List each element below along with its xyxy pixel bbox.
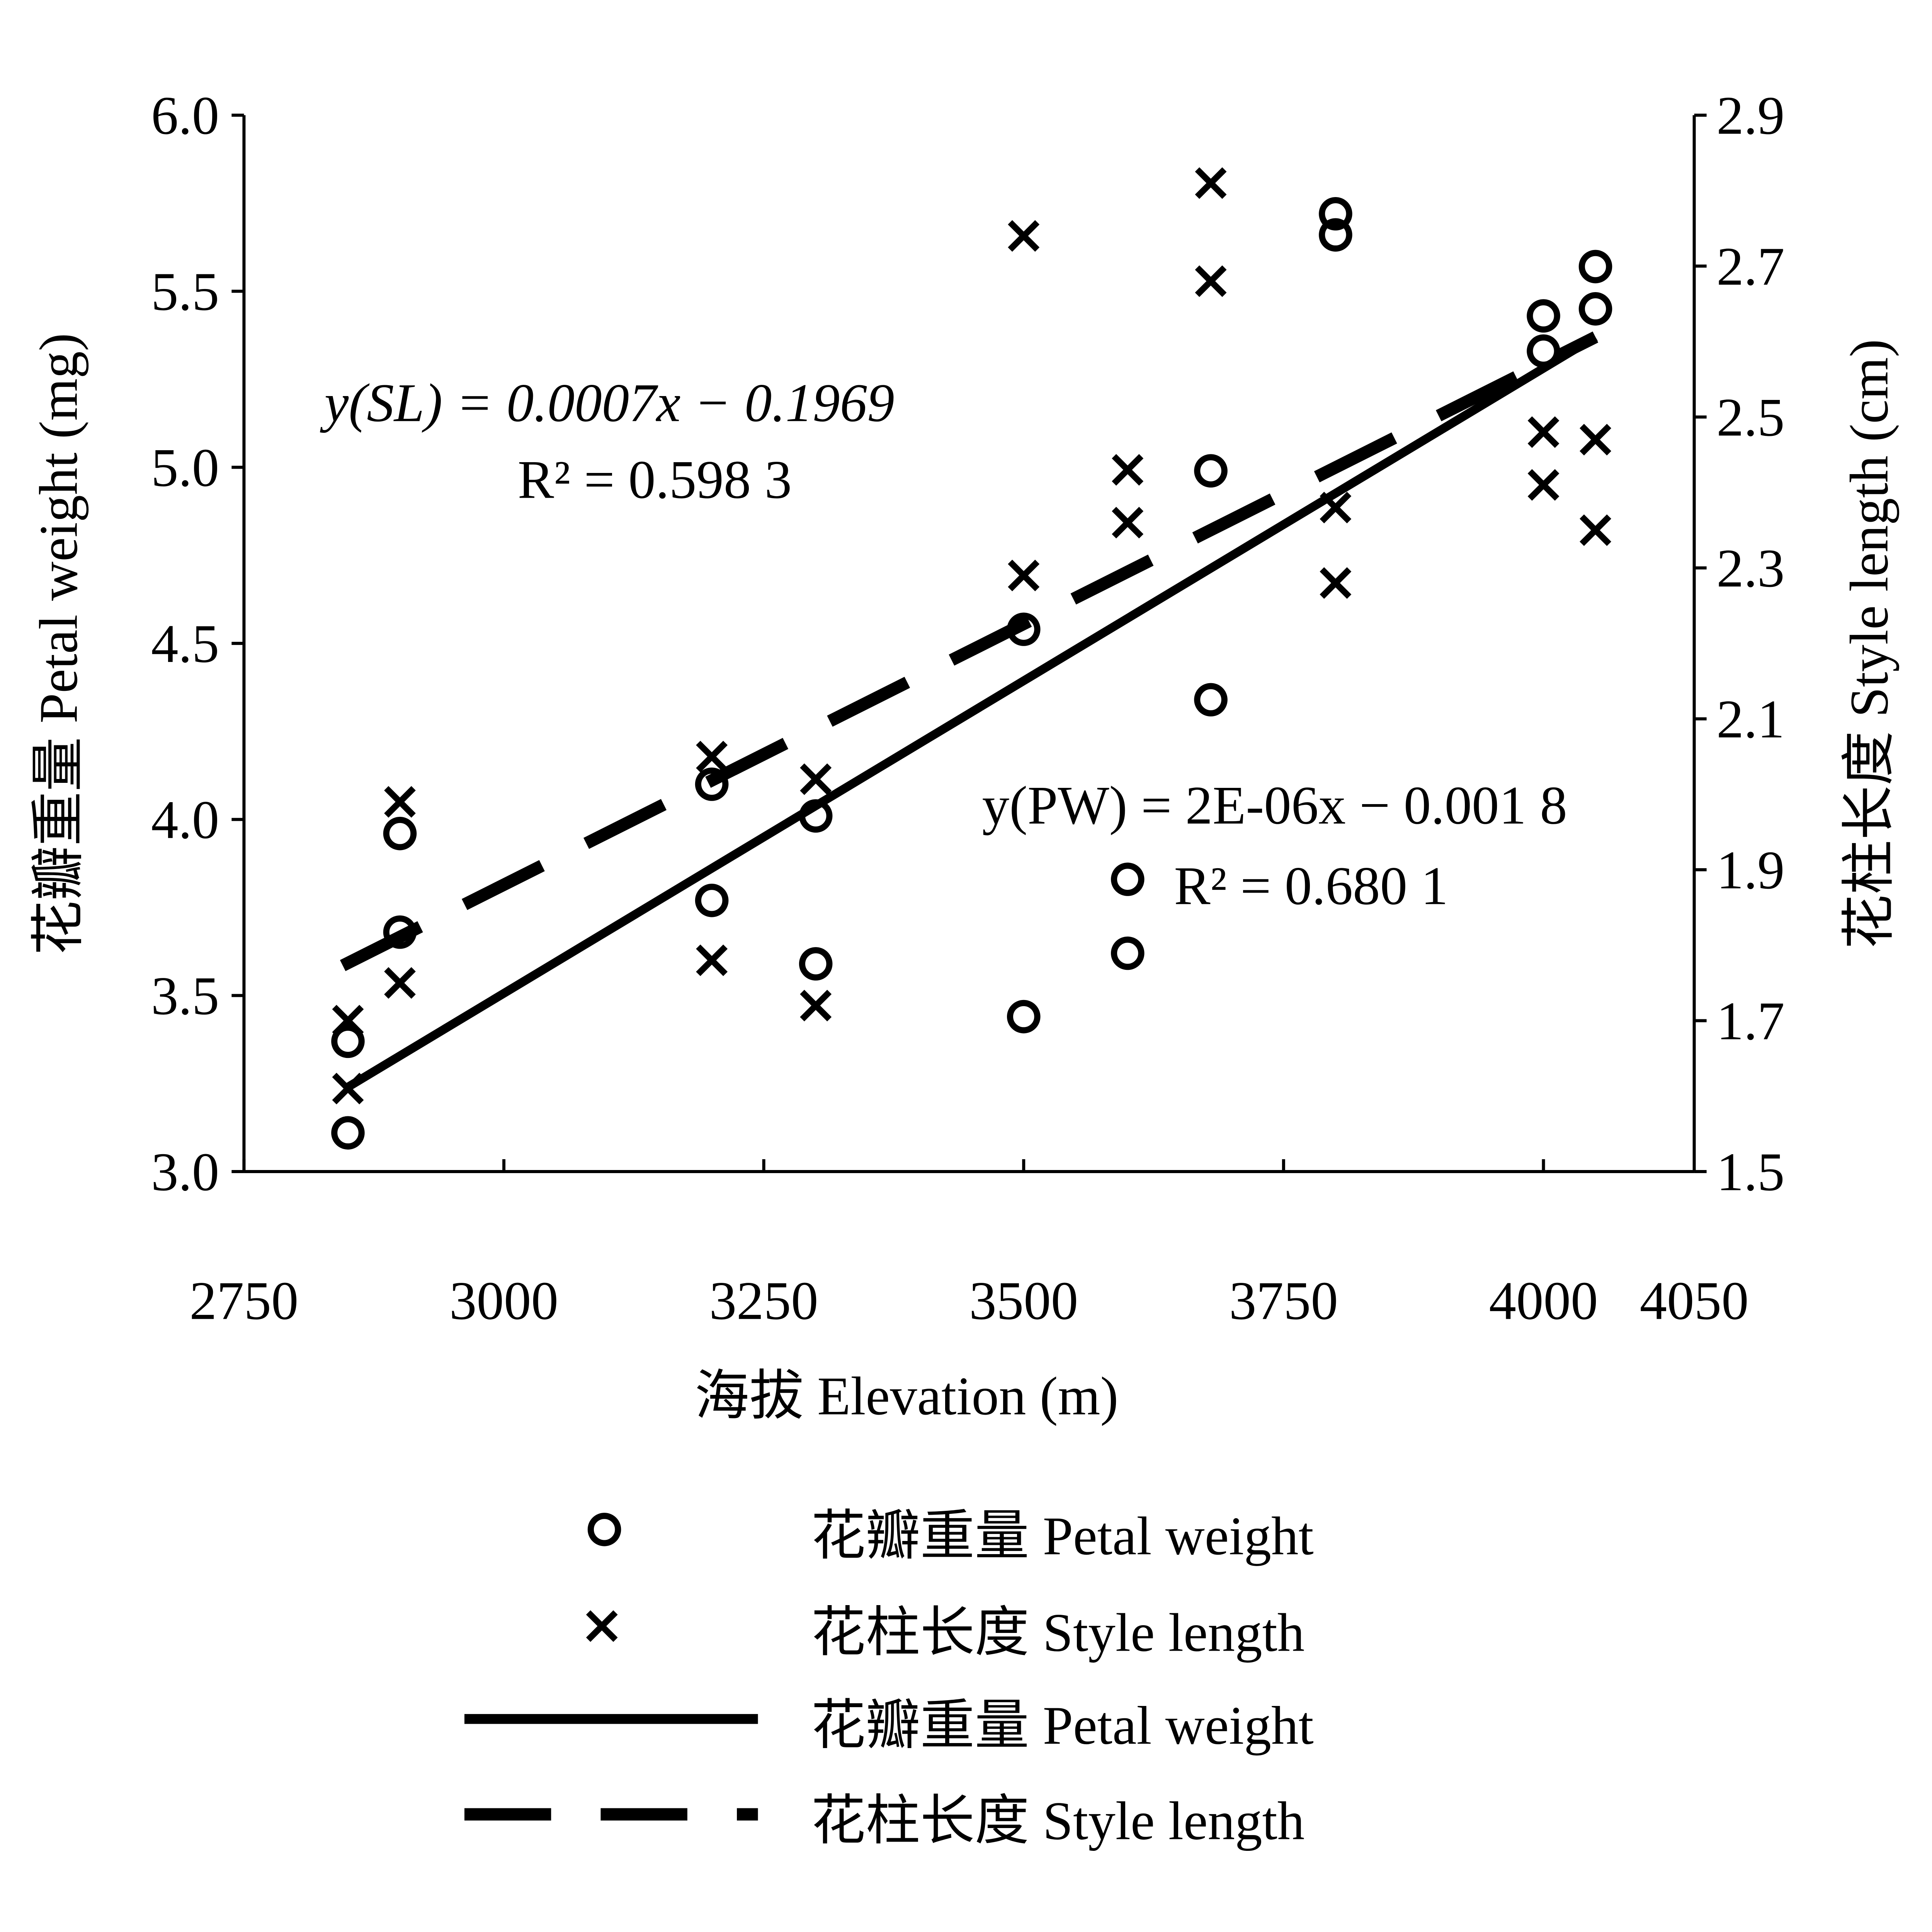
style-length-trendline (340, 331, 1599, 971)
y-left-tick-label: 3.0 (151, 1141, 219, 1202)
y-left-tick-label: 6.0 (151, 85, 219, 146)
petal-weight-point (695, 767, 729, 801)
legend: 花瓣重量 Petal weight 花柱长度 Style length 花瓣重量 P… (464, 1505, 1314, 1851)
petal-weight-point (1578, 292, 1612, 326)
petal-weight-point (1578, 250, 1612, 284)
petal-weight-point (799, 947, 833, 981)
petal-weight-point (1527, 299, 1560, 333)
x-tick-label: 3250 (709, 1270, 818, 1331)
petal-weight-point (1319, 218, 1352, 252)
petal-weight-point (695, 884, 729, 917)
petal-weight-point (331, 1024, 365, 1058)
pw-r2: R² = 0.680 1 (1174, 855, 1448, 916)
petal-weight-point (1319, 197, 1352, 231)
x-tick-label: 2750 (189, 1270, 298, 1331)
y-right-tick-label: 1.5 (1716, 1141, 1784, 1202)
x-tick-label: 3000 (449, 1270, 558, 1331)
y-right-tick-label: 2.9 (1716, 85, 1784, 146)
petal-weight-trendline (345, 333, 1598, 1091)
legend-circle-marker (587, 1513, 621, 1546)
style-length-point (1320, 567, 1352, 599)
y-right-tick-label: 1.9 (1716, 840, 1784, 900)
y-left-tick-label: 5.0 (151, 437, 219, 498)
petal-weight-point (1007, 1000, 1041, 1034)
x-tick-label: 4050 (1640, 1270, 1749, 1331)
style-length-point (1320, 492, 1352, 524)
y-left-tick-label: 4.0 (151, 789, 219, 850)
marks (331, 167, 1612, 1150)
style-length-point (696, 944, 728, 976)
y-right-tick-label: 1.7 (1716, 991, 1784, 1051)
style-length-point (1195, 265, 1227, 297)
pw-equation: y(PW) = 2E-06x − 0.001 8 (982, 775, 1567, 835)
petal-weight-point (383, 816, 417, 850)
petal-weight-point (383, 915, 417, 949)
x-tick-label: 4000 (1489, 1270, 1598, 1331)
style-length-point (1580, 423, 1611, 456)
style-length-point (1008, 220, 1040, 252)
legend-cross-marker (586, 1610, 618, 1642)
legend-label: 花瓣重量 Petal weight (811, 1695, 1313, 1756)
y-axis-right-label: 花柱长度 Style length (cm) (1839, 339, 1900, 949)
y-left-tick-label: 5.5 (151, 261, 219, 322)
y-right-tick-label: 2.7 (1716, 236, 1784, 297)
petal-weight-point (331, 1116, 365, 1150)
style-length-point (800, 990, 832, 1022)
style-length-point (1008, 560, 1040, 592)
y-right-tick-label: 2.5 (1716, 387, 1784, 447)
x-tick-label: 3750 (1229, 1270, 1338, 1331)
style-length-point (332, 1005, 364, 1037)
axes: 3.0 3.5 4.0 4.5 5.0 5.5 6.0 1.5 1.7 1.9 2.1 2.3 2.5 2… (151, 85, 1785, 1331)
style-length-point (800, 763, 832, 795)
y-left-tick-label: 3.5 (151, 965, 219, 1026)
style-length-point (1195, 167, 1227, 199)
legend-label: 花瓣重量 Petal weight (811, 1505, 1313, 1566)
y-right-tick-label: 2.1 (1716, 689, 1784, 749)
style-length-point (1580, 514, 1611, 546)
legend-label: 花柱长度 Style length (811, 1602, 1304, 1663)
style-length-point (1527, 416, 1560, 448)
x-axis-label: 海拔 Elevation (m) (695, 1366, 1119, 1426)
sl-r2: R² = 0.598 3 (518, 449, 792, 510)
style-length-point (384, 967, 416, 999)
petal-weight-point (799, 799, 833, 833)
style-length-point (696, 741, 728, 772)
y-right-tick-label: 2.3 (1716, 538, 1784, 599)
petal-weight-point (1527, 334, 1560, 368)
legend-label: 花柱长度 Style length (811, 1791, 1304, 1851)
petal-weight-point (1194, 454, 1228, 488)
x-tick-label: 3500 (969, 1270, 1078, 1331)
petal-weight-point (1111, 862, 1145, 896)
petal-weight-point (1111, 936, 1145, 970)
petal-weight-point (1007, 612, 1041, 646)
style-length-point (1527, 469, 1560, 501)
sl-equation: y(SL) = 0.0007x − 0.1969 (320, 372, 895, 433)
y-left-tick-label: 4.5 (151, 613, 219, 674)
style-length-point (1112, 454, 1144, 486)
style-length-point (332, 1073, 364, 1105)
style-length-point (1112, 507, 1144, 539)
y-axis-left-label: 花瓣重量 Petal weight (mg) (28, 333, 89, 955)
petal-weight-point (1194, 683, 1228, 717)
style-length-point (384, 786, 416, 818)
